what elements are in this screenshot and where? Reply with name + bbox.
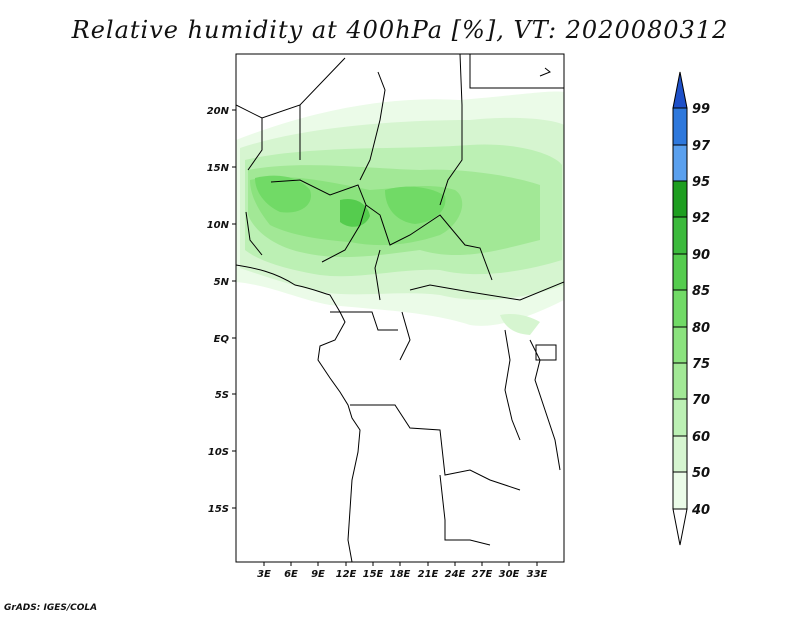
country-borders [236,54,564,562]
colorbar-segment [672,289,688,328]
lon-tick-label: 30E [499,569,520,580]
lon-tick-label: 6E [284,569,298,580]
lat-tick-label: 10S [208,447,229,458]
lat-tick-label: EQ [214,334,230,345]
lon-tick-label: 3E [257,569,271,580]
colorbar-label: 50 [692,466,710,481]
colorbar-label: 60 [692,430,710,445]
colorbar-label: 75 [692,357,710,372]
colorbar-label: 85 [692,284,710,299]
lon-tick-label: 9E [311,569,325,580]
colorbar-label: 90 [692,248,710,263]
grads-credit: GrADS: IGES/COLA [4,603,98,613]
colorbar-segment [672,144,688,182]
colorbar-segment [672,216,688,255]
lat-tick-label: 5N [214,277,230,288]
colorbar-segment [672,435,688,473]
colorbar-segment [672,326,688,364]
colorbar-label: 70 [692,393,710,408]
lon-tick-label: 18E [390,569,411,580]
colorbar-label: 95 [692,175,710,190]
lon-tick-label: 27E [472,569,493,580]
colorbar-bottom-arrow [672,508,688,546]
colorbar-label: 80 [692,321,710,336]
lon-tick-label: 12E [336,569,357,580]
latitude-axis-ticks [232,109,236,509]
colorbar-segment [672,180,688,218]
lon-tick-label: 33E [527,569,548,580]
colorbar-label: 92 [692,211,710,226]
colorbar-segment [672,107,688,146]
lat-tick-label: 15S [208,504,229,515]
colorbar-label: 97 [692,139,711,154]
colorbar-segment [672,362,688,400]
colorbar-segment [672,253,688,291]
humidity-field [236,91,564,335]
lon-tick-label: 21E [418,569,439,580]
colorbar-label: 40 [691,503,710,518]
colorbar-segment [672,471,688,510]
colorbar-label: 99 [692,102,710,117]
lon-tick-label: 15E [363,569,384,580]
colorbar [672,71,688,546]
map-title: Relative humidity at 400hPa [%], VT: 202… [71,16,729,44]
colorbar-top-arrow [672,71,688,109]
colorbar-segment [672,398,688,437]
lat-tick-label: 10N [207,220,230,231]
lat-tick-label: 5S [215,390,229,401]
lon-tick-label: 24E [445,569,466,580]
longitude-axis-ticks [263,562,538,566]
lat-tick-label: 15N [207,163,230,174]
lat-tick-label: 20N [207,106,230,117]
